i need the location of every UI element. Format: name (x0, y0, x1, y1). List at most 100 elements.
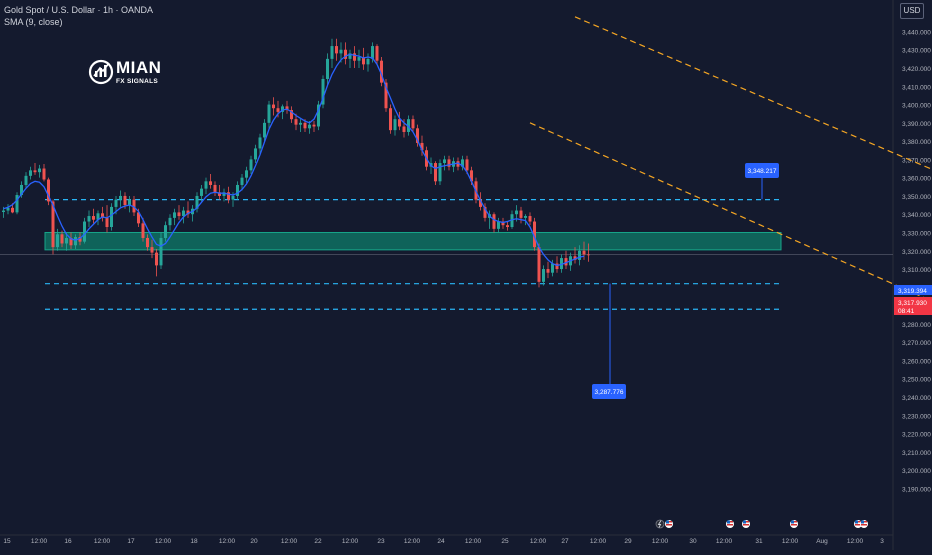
candle-body (227, 192, 230, 200)
candle-body (402, 126, 406, 132)
candle-body (551, 263, 554, 273)
candle-body (159, 237, 163, 266)
x-tick-label: 12:00 (465, 538, 482, 545)
candle-body (6, 207, 10, 211)
y-tick-label: 3,390.000 (902, 121, 931, 128)
candle-body (182, 210, 185, 217)
candle-body (65, 237, 68, 244)
candle-body (353, 53, 356, 61)
candle-body (155, 252, 158, 266)
y-tick-label: 3,310.000 (902, 267, 931, 274)
candle-body (56, 234, 59, 248)
y-tick-label: 3,430.000 (902, 48, 931, 55)
candle-body (542, 269, 545, 282)
candle-body (146, 237, 149, 248)
flag-canton (666, 520, 669, 524)
candle-body (533, 221, 536, 248)
candle-body (47, 179, 50, 202)
candle-body (456, 161, 460, 167)
candle-body (330, 46, 334, 59)
flag-stripe (727, 524, 733, 526)
x-tick-label: 30 (689, 538, 697, 545)
x-tick-label: 12:00 (94, 538, 111, 545)
annotation-label: 3,348.217 (748, 168, 777, 175)
candle-body (321, 78, 325, 105)
x-tick-label: 22 (314, 538, 322, 545)
candle-body (83, 221, 86, 242)
x-tick-label: 12:00 (342, 538, 359, 545)
candle-body (348, 53, 352, 59)
candle-body (546, 269, 550, 273)
candle-body (357, 57, 361, 61)
candle-body (578, 250, 581, 260)
candle-body (497, 221, 500, 229)
candle-body (411, 119, 415, 129)
candle-body (11, 207, 14, 213)
candle-body (434, 163, 437, 182)
candle-body (524, 216, 527, 218)
candle-body (38, 168, 41, 173)
candle-body (123, 195, 127, 206)
candle-body (506, 225, 509, 228)
candle-body (137, 212, 140, 224)
candle-body (564, 258, 568, 266)
candle-body (128, 199, 131, 206)
candle-body (204, 181, 208, 189)
candle-body (272, 104, 275, 109)
y-tick-label: 3,250.000 (902, 377, 931, 384)
sma-line (3, 53, 585, 267)
x-tick-label: 12:00 (404, 538, 421, 545)
candle-body (335, 46, 338, 54)
candle-body (168, 217, 172, 226)
y-tick-label: 3,440.000 (902, 29, 931, 36)
candle-body (209, 181, 212, 185)
candle-body (2, 210, 5, 213)
candle-body (492, 214, 496, 229)
candle-body (101, 213, 104, 218)
candle-body (389, 108, 392, 131)
candle-body (420, 142, 424, 151)
candle-body (479, 199, 482, 207)
candle-body (141, 223, 145, 238)
candle-body (285, 106, 289, 111)
currency-selector[interactable]: USD (900, 3, 924, 19)
candle-body (236, 184, 239, 196)
candle-body (119, 195, 122, 200)
chart-title: Gold Spot / U.S. Dollar · 1h · OANDA (4, 5, 154, 15)
candle-body (29, 170, 32, 176)
candle-body (573, 256, 577, 260)
event-lightning-icon (655, 519, 665, 529)
flag-canton (727, 520, 730, 524)
indicator-legend: SMA (9, close) (4, 17, 63, 27)
flag-stripe (743, 524, 749, 526)
candle-body (105, 217, 109, 228)
candle-body (24, 175, 28, 185)
x-tick-label: 15 (3, 538, 11, 545)
y-tick-label: 3,260.000 (902, 358, 931, 365)
candle-body (483, 206, 487, 218)
candle-body (200, 188, 203, 196)
candle-body (366, 58, 370, 65)
flag-stripe (666, 524, 672, 526)
candle-body (33, 170, 37, 173)
candle-body (87, 216, 91, 222)
candle-body (501, 221, 505, 226)
candle-body (150, 247, 154, 253)
annotation-label: 3,287.776 (595, 389, 624, 396)
flag-canton (791, 520, 794, 524)
candle-body (587, 254, 590, 256)
candle-body (69, 237, 73, 246)
candle-body (371, 46, 374, 59)
x-tick-label: 20 (250, 538, 258, 545)
x-tick-label: 18 (190, 538, 198, 545)
candle-body (294, 119, 298, 125)
y-tick-label: 3,370.000 (902, 157, 931, 164)
candle-body (132, 199, 136, 213)
x-tick-label: 12:00 (155, 538, 172, 545)
candle-body (375, 46, 379, 61)
y-tick-label: 3,380.000 (902, 139, 931, 146)
candle-body (362, 57, 365, 65)
